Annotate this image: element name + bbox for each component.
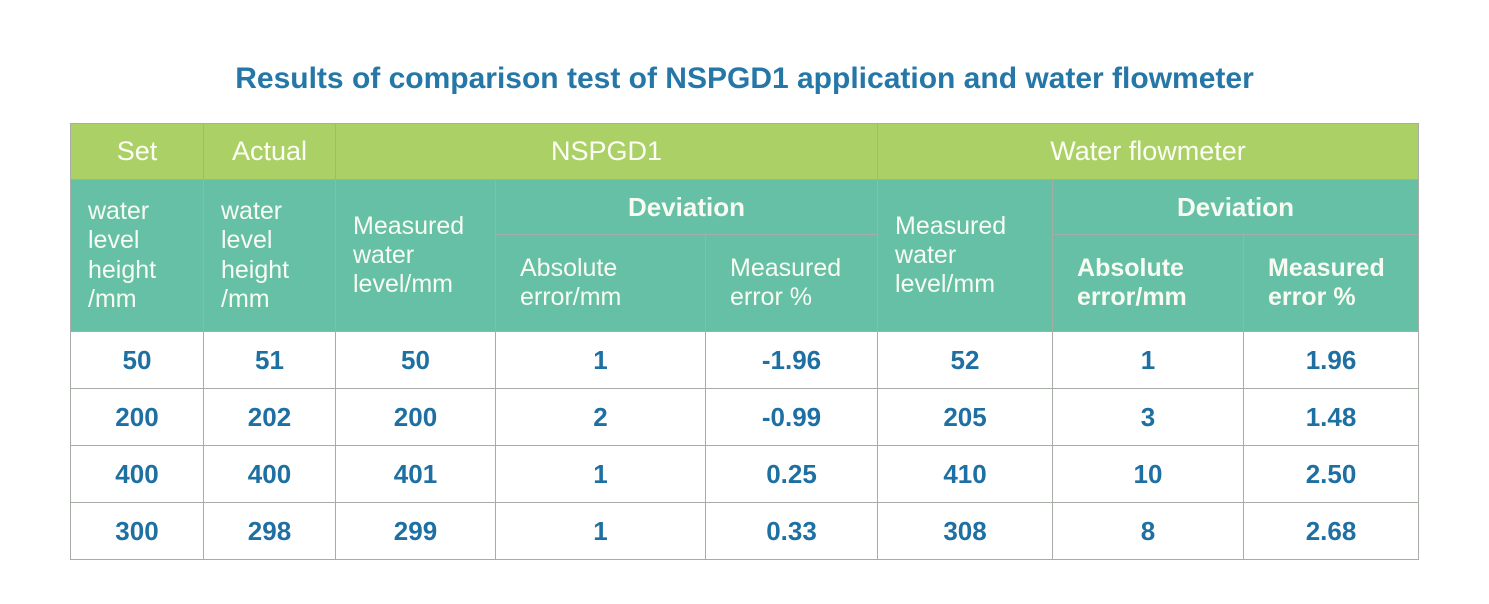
cell-actual: 298 (203, 502, 336, 560)
table-row: 400 400 401 1 0.25 410 10 2.50 (70, 445, 1420, 503)
cell-flowmeter-abs-error: 10 (1052, 445, 1245, 503)
header-nspgd1-deviation: Deviation (494, 179, 879, 235)
cell-nspgd1-meas-error: -1.96 (704, 331, 879, 389)
cell-actual: 202 (203, 388, 336, 446)
group-header-row: Set Actual NSPGD1 Water flowmeter (70, 123, 1420, 180)
group-header-actual: Actual (203, 123, 336, 180)
cell-set: 200 (70, 388, 204, 446)
header-nspgd1-measured-error: Measured error % (704, 234, 879, 332)
header-flowmeter-measured-water-level: Measured water level/mm (877, 179, 1054, 332)
group-header-nspgd1: NSPGD1 (334, 123, 879, 180)
cell-set: 300 (70, 502, 204, 560)
group-header-water-flowmeter: Water flowmeter (877, 123, 1420, 180)
cell-nspgd1-measured: 299 (335, 502, 496, 560)
cell-flowmeter-measured: 52 (877, 331, 1054, 389)
sub-header-row: water level height /mm water level heigh… (70, 179, 1420, 332)
cell-flowmeter-meas-error: 1.96 (1243, 331, 1420, 389)
header-flowmeter-deviation: Deviation (1052, 179, 1420, 235)
cell-nspgd1-abs-error: 1 (495, 445, 706, 503)
cell-flowmeter-meas-error: 1.48 (1243, 388, 1420, 446)
cell-flowmeter-measured: 308 (877, 502, 1054, 560)
cell-nspgd1-measured: 401 (335, 445, 496, 503)
cell-nspgd1-abs-error: 1 (495, 331, 706, 389)
cell-nspgd1-measured: 200 (335, 388, 496, 446)
comparison-table: Set Actual NSPGD1 Water flowmeter water … (70, 123, 1420, 560)
cell-actual: 400 (203, 445, 336, 503)
header-flowmeter-measured-error: Measured error % (1243, 234, 1420, 332)
page-title: Results of comparison test of NSPGD1 app… (235, 62, 1254, 95)
cell-flowmeter-meas-error: 2.68 (1243, 502, 1420, 560)
cell-actual: 51 (203, 331, 336, 389)
table-row: 300 298 299 1 0.33 308 8 2.68 (70, 502, 1420, 560)
header-actual-water-level: water level height /mm (203, 179, 336, 332)
cell-nspgd1-meas-error: -0.99 (704, 388, 879, 446)
header-nspgd1-absolute-error: Absolute error/mm (495, 234, 706, 332)
table-row: 50 51 50 1 -1.96 52 1 1.96 (70, 331, 1420, 389)
cell-flowmeter-meas-error: 2.50 (1243, 445, 1420, 503)
cell-set: 400 (70, 445, 204, 503)
cell-nspgd1-meas-error: 0.33 (704, 502, 879, 560)
cell-flowmeter-abs-error: 8 (1052, 502, 1245, 560)
cell-flowmeter-measured: 410 (877, 445, 1054, 503)
cell-set: 50 (70, 331, 204, 389)
cell-flowmeter-measured: 205 (877, 388, 1054, 446)
cell-flowmeter-abs-error: 1 (1052, 331, 1245, 389)
header-set-water-level: water level height /mm (70, 179, 204, 332)
header-flowmeter-absolute-error: Absolute error/mm (1052, 234, 1245, 332)
sub-sub-header-row: Absolute error/mm Measured error % Absol… (71, 234, 1420, 332)
header-nspgd1-measured-water-level: Measured water level/mm (335, 179, 496, 332)
group-header-set: Set (70, 123, 204, 180)
cell-nspgd1-meas-error: 0.25 (704, 445, 879, 503)
cell-nspgd1-abs-error: 2 (495, 388, 706, 446)
cell-flowmeter-abs-error: 3 (1052, 388, 1245, 446)
table-row: 200 202 200 2 -0.99 205 3 1.48 (70, 388, 1420, 446)
cell-nspgd1-measured: 50 (335, 331, 496, 389)
cell-nspgd1-abs-error: 1 (495, 502, 706, 560)
